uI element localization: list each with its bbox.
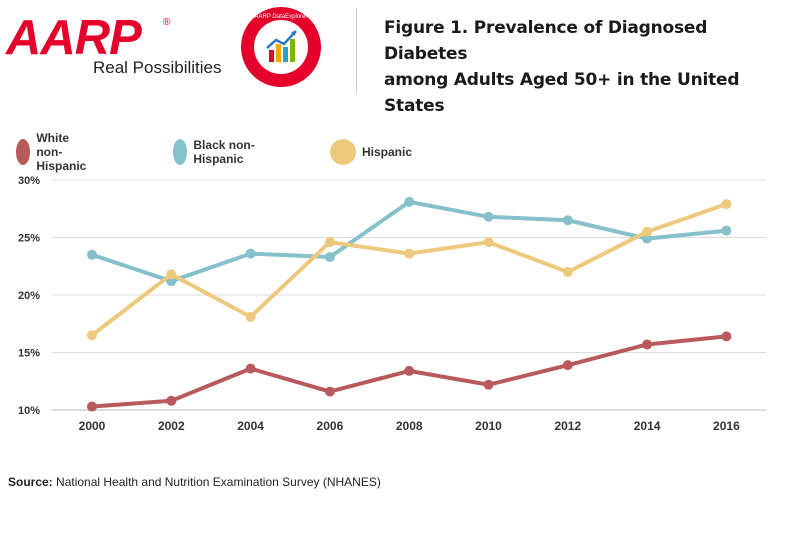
data-point [483, 379, 494, 390]
data-point [562, 267, 573, 277]
data-point [166, 269, 177, 280]
data-point [721, 199, 732, 210]
data-point [483, 237, 494, 248]
data-point [87, 249, 97, 260]
data-point [324, 237, 335, 248]
data-point [483, 211, 494, 222]
data-point [404, 196, 415, 207]
legend-item-black: Black non-Hispanic [173, 138, 255, 166]
data-point [642, 339, 653, 350]
x-tick-label: 2008 [396, 419, 423, 433]
data-point [87, 330, 97, 341]
data-point [642, 233, 653, 244]
source-text: National Health and Nutrition Examinatio… [52, 475, 381, 489]
legend-item-white: White non-Hispanic [16, 131, 98, 173]
x-tick-label: 2010 [475, 419, 502, 433]
aarp-logo-text: AARP [6, 11, 142, 65]
figure-title: Figure 1. Prevalence of Diagnosed Diabet… [384, 15, 794, 119]
data-point [87, 401, 97, 412]
data-point [245, 311, 256, 322]
aarp-tagline: Real Possibilities [93, 58, 222, 77]
figure-title-line2: among Adults Aged 50+ in the United Stat… [384, 70, 740, 116]
badge-label: AARP DataExplorer [255, 14, 308, 20]
y-tick-label: 10% [18, 405, 40, 417]
x-tick-label: 2004 [237, 419, 264, 433]
y-tick-label: 15% [18, 348, 40, 360]
data-point [721, 331, 732, 342]
y-tick-label: 25% [18, 233, 40, 245]
figure-title-line1: Figure 1. Prevalence of Diagnosed Diabet… [384, 18, 708, 64]
aarp-logo: AARP [6, 11, 142, 65]
data-point [245, 363, 256, 374]
legend-swatch-hispanic [330, 139, 356, 165]
legend-swatch-black [173, 139, 188, 165]
data-point [245, 248, 256, 259]
legend-label-white: White non-Hispanic [36, 131, 87, 173]
data-point [324, 252, 335, 263]
data-point [642, 226, 653, 237]
dataexplorer-badge-icon: AARP DataExplorer [241, 7, 321, 87]
source-label: Source: [8, 475, 53, 489]
data-point [562, 215, 573, 226]
data-point [166, 395, 177, 406]
legend-label-hispanic: Hispanic [362, 145, 413, 159]
x-tick-label: 2014 [634, 419, 661, 433]
legend-item-hispanic: Hispanic [330, 138, 412, 166]
header-divider [356, 8, 357, 94]
data-point [562, 360, 573, 371]
y-tick-label: 30% [18, 175, 40, 187]
legend-swatch-white [16, 139, 31, 165]
data-point [404, 365, 415, 376]
source-note: Source: National Health and Nutrition Ex… [8, 475, 381, 489]
data-point [324, 386, 335, 397]
y-tick-label: 20% [18, 290, 40, 302]
x-tick-label: 2002 [158, 419, 185, 433]
data-point [404, 248, 415, 259]
aarp-registered-mark: ® [163, 17, 171, 28]
x-tick-label: 2000 [79, 419, 106, 433]
legend-label-black: Black non-Hispanic [193, 138, 255, 166]
data-point [721, 225, 732, 236]
x-tick-label: 2006 [317, 419, 344, 433]
x-tick-label: 2016 [713, 419, 740, 433]
x-tick-label: 2012 [554, 419, 581, 433]
series-line [90, 202, 729, 338]
